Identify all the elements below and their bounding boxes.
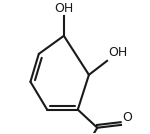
Text: OH: OH [108, 46, 128, 59]
Text: OH: OH [54, 2, 74, 15]
Text: O: O [122, 111, 132, 124]
